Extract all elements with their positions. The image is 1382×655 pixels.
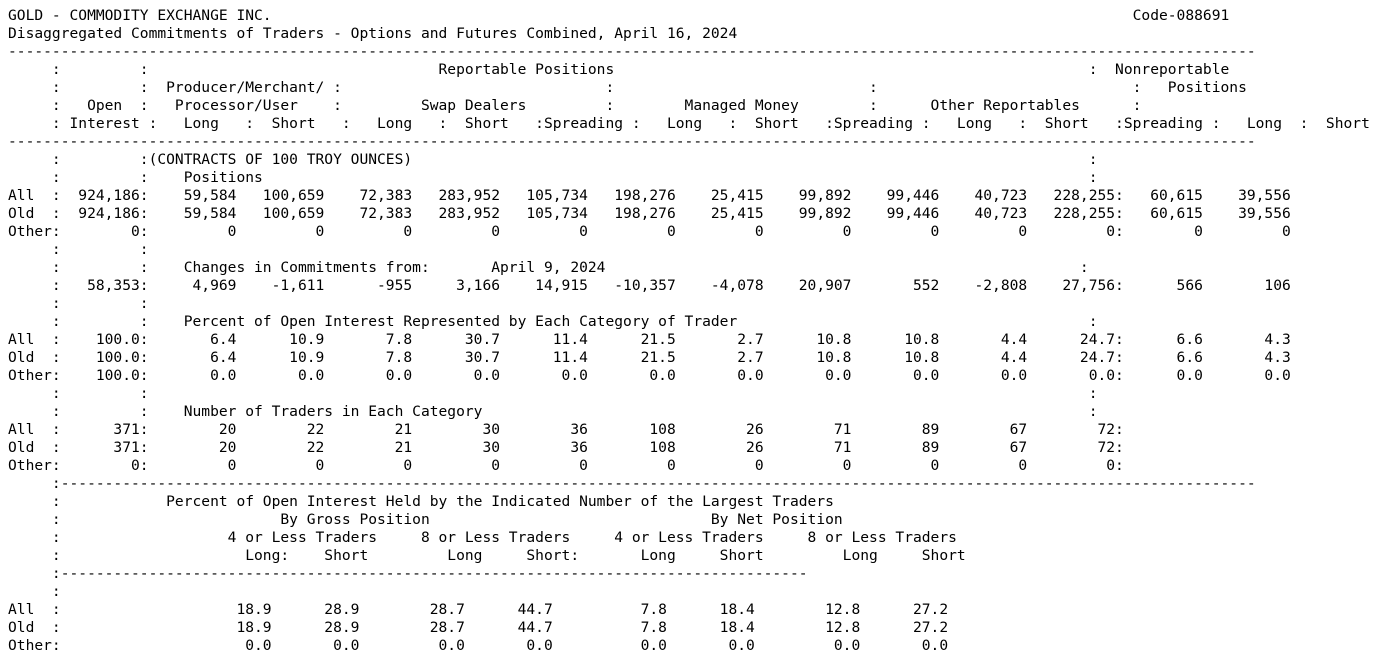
concentration-trader-groups-row: : 4 or Less Traders 8 or Less Traders 4 … [8,529,957,546]
positions-old-row: Old : 924,186: 59,584 100,659 72,383 283… [8,205,1291,222]
positions-other-row: Other: 0: 0 0 0 0 0 0 0 0 0 0 0: 0 0 [8,223,1291,240]
concentration-sub-divider: :---------------------------------------… [8,565,808,582]
positions-heading-row: : : Positions : [8,169,1098,186]
spacer-row: : [8,583,61,600]
traders-all-row: All : 371: 20 22 21 30 36 108 26 71 89 6… [8,421,1124,438]
header-bottom-divider: ----------------------------------------… [8,133,1256,150]
report-subtitle: Disaggregated Commitments of Traders - O… [8,25,738,42]
percent-all-row: All : 100.0: 6.4 10.9 7.8 30.7 11.4 21.5… [8,331,1291,348]
header-divider: ----------------------------------------… [8,43,1256,60]
header-row-reportable: : : Reportable Positions : Nonreportable [8,61,1230,78]
changes-heading-row: : : Changes in Commitments from: April 9… [8,259,1089,276]
spacer-row: : : [8,295,149,312]
percent-old-row: Old : 100.0: 6.4 10.9 7.8 30.7 11.4 21.5… [8,349,1291,366]
positions-all-row: All : 924,186: 59,584 100,659 72,383 283… [8,187,1291,204]
header-row-categories: : : Producer/Merchant/ : : : : Positions [8,79,1247,96]
percent-heading-row: : : Percent of Open Interest Represented… [8,313,1098,330]
spacer-row: : : : [8,385,1098,402]
report-title: GOLD - COMMODITY EXCHANGE INC. Code-0886… [8,7,1230,24]
header-row-long-short: : Interest : Long : Short : Long : Short… [8,115,1370,132]
concentration-all-row: All : 18.9 28.9 28.7 44.7 7.8 18.4 12.8 … [8,601,949,618]
concentration-gross-net-row: : By Gross Position By Net Position [8,511,843,528]
units-row: : :(CONTRACTS OF 100 TROY OUNCES) : [8,151,1098,168]
traders-other-row: Other: 0: 0 0 0 0 0 0 0 0 0 0 0: [8,457,1124,474]
spacer-row: : : [8,241,149,258]
header-row-open-interest: : Open : Processor/User : Swap Dealers :… [8,97,1142,114]
changes-row: : 58,353: 4,969 -1,611 -955 3,166 14,915… [8,277,1291,294]
traders-old-row: Old : 371: 20 22 21 30 36 108 26 71 89 6… [8,439,1124,456]
cot-report-text: GOLD - COMMODITY EXCHANGE INC. Code-0886… [8,7,1370,655]
concentration-long-short-row: : Long: Short Long Short: Long Short Lon… [8,547,966,564]
concentration-old-row: Old : 18.9 28.9 28.7 44.7 7.8 18.4 12.8 … [8,619,949,636]
concentration-title-row: : Percent of Open Interest Held by the I… [8,493,834,510]
traders-heading-row: : : Number of Traders in Each Category : [8,403,1098,420]
concentration-other-row: Other: 0.0 0.0 0.0 0.0 0.0 0.0 0.0 0.0 [8,637,949,654]
percent-other-row: Other: 100.0: 0.0 0.0 0.0 0.0 0.0 0.0 0.… [8,367,1291,384]
concentration-divider: :---------------------------------------… [8,475,1256,492]
